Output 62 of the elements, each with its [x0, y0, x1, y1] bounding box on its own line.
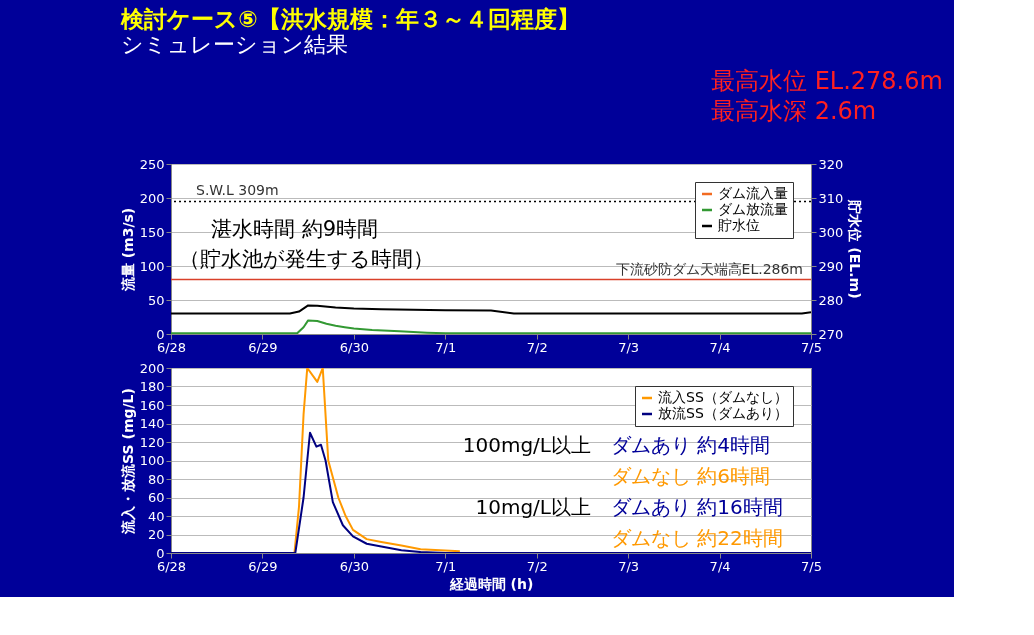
- y2-tick-label: 290: [818, 258, 844, 274]
- y2-tick-label: 310: [818, 190, 844, 206]
- x-tick-label: 7/2: [526, 558, 548, 574]
- y-tick-label: 200: [139, 190, 165, 206]
- ref-line-label: S.W.L 309m: [196, 182, 279, 199]
- annotation: 10mg/L以上: [475, 495, 591, 519]
- x-tick-label: 7/3: [618, 558, 640, 574]
- y2-tick-label: 320: [818, 156, 844, 172]
- x-tick-label: 7/5: [801, 339, 822, 355]
- y-axis-title: 流量 (m3/s): [119, 207, 136, 293]
- chart-title: 検討ケース⑤【洪水規模：年３～４回程度】: [120, 6, 580, 32]
- y-tick-label: 100: [139, 258, 165, 274]
- x-tick-label: 7/4: [709, 558, 731, 574]
- ref-line-label: 下流砂防ダム天端高EL.286m: [615, 260, 803, 277]
- y-tick-label: 140: [139, 416, 165, 431]
- x-tick-label: 6/30: [339, 339, 369, 355]
- annotation: （貯水池が発生する時間）: [179, 247, 434, 271]
- y2-tick-label: 270: [818, 326, 844, 342]
- text: 最高水位 EL.278.6m: [711, 67, 943, 95]
- y-tick-label: 250: [139, 156, 165, 172]
- y2-axis-title: 貯水位 (EL.m): [847, 199, 864, 299]
- annotation: ダムあり 約4時間: [611, 433, 771, 457]
- y-tick-label: 20: [147, 527, 165, 542]
- annotation: 湛水時間 約9時間: [211, 217, 379, 241]
- y-tick-label: 150: [139, 224, 165, 240]
- y-tick-label: 40: [147, 508, 165, 524]
- y-tick-label: 50: [147, 292, 165, 308]
- y-tick-label: 100: [139, 453, 165, 468]
- x-tick-label: 7/4: [709, 339, 731, 355]
- y-tick-label: 60: [147, 490, 165, 505]
- annotation: ダムなし 約22時間: [611, 526, 783, 550]
- x-tick-label: 7/3: [618, 339, 640, 355]
- x-tick-label: 7/5: [801, 558, 822, 574]
- y-tick-label: 200: [139, 360, 165, 376]
- y-tick-label: 0: [156, 545, 165, 561]
- chart-subtitle: シミュレーション結果: [121, 32, 349, 57]
- x-tick-label: 6/28: [156, 558, 187, 574]
- y2-tick-label: 300: [818, 224, 844, 240]
- x-tick-label: 6/29: [248, 339, 278, 355]
- y-tick-label: 180: [139, 379, 165, 394]
- x-tick-label: 7/1: [435, 558, 457, 574]
- y-tick-label: 0: [156, 326, 165, 342]
- legend-label: 貯水位: [718, 217, 760, 233]
- x-tick-label: 6/30: [339, 558, 369, 574]
- legend-label: ダム流入量: [718, 185, 788, 201]
- x-tick-label: 6/28: [156, 339, 187, 355]
- y-axis-title: 流入・放流SS (mg/L): [119, 388, 136, 535]
- y2-tick-label: 280: [818, 292, 844, 308]
- annotation: ダムあり 約16時間: [611, 495, 783, 519]
- legend-label: 放流SS（ダムあり）: [658, 405, 788, 421]
- annotation: ダムなし 約6時間: [611, 464, 771, 488]
- x-tick-label: 7/2: [526, 339, 548, 355]
- x-tick-label: 6/29: [248, 558, 278, 574]
- legend-label: ダム放流量: [718, 201, 788, 217]
- y-tick-label: 160: [139, 397, 165, 413]
- legend-label: 流入SS（ダムなし）: [658, 389, 788, 405]
- y-tick-label: 120: [139, 434, 165, 450]
- text: 最高水深 2.6m: [711, 97, 877, 125]
- y-tick-label: 80: [147, 471, 165, 487]
- x-tick-label: 7/1: [435, 339, 457, 355]
- annotation: 100mg/L以上: [462, 433, 591, 457]
- x-axis-title: 経過時間 (h): [448, 575, 534, 592]
